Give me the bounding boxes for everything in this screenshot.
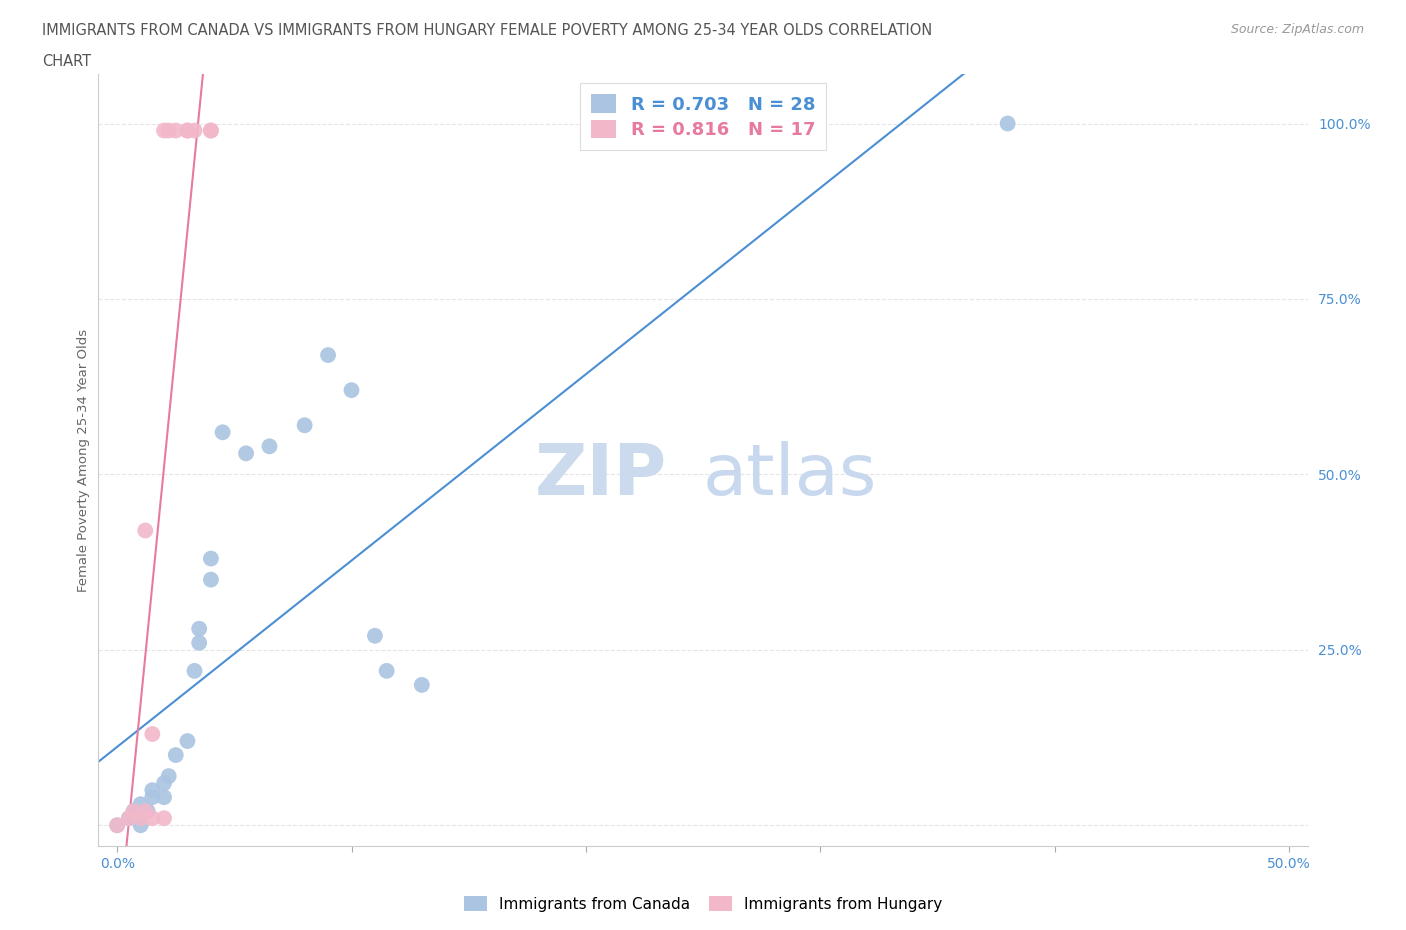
Point (136, 804, 159, 818)
Point (200, 123, 222, 138)
Point (141, 790, 163, 804)
Point (118, 811, 141, 826)
Point (105, 817, 128, 832)
Point (122, 804, 145, 818)
Text: ZIP: ZIP (534, 442, 666, 511)
Text: IMMIGRANTS FROM CANADA VS IMMIGRANTS FROM HUNGARY FEMALE POVERTY AMONG 25-34 YEA: IMMIGRANTS FROM CANADA VS IMMIGRANTS FRO… (42, 23, 932, 38)
Point (153, 776, 176, 790)
Point (211, 425, 233, 440)
Point (294, 418, 316, 432)
Point (141, 783, 163, 798)
Point (235, 445, 257, 460)
Point (200, 551, 222, 566)
Point (157, 769, 180, 784)
Point (183, 123, 205, 138)
Text: atlas: atlas (703, 442, 877, 511)
Point (118, 811, 141, 826)
Point (105, 817, 128, 832)
Text: CHART: CHART (42, 54, 91, 69)
Point (141, 811, 163, 826)
Point (411, 677, 433, 692)
Point (200, 123, 222, 138)
Point (176, 123, 198, 138)
Legend: R = 0.703   N = 28, R = 0.816   N = 17: R = 0.703 N = 28, R = 0.816 N = 17 (581, 84, 825, 150)
Point (129, 817, 152, 832)
Point (165, 123, 187, 138)
Point (153, 790, 176, 804)
Y-axis label: Female Poverty Among 25-34 Year Olds: Female Poverty Among 25-34 Year Olds (77, 329, 90, 591)
Point (188, 621, 211, 636)
Point (129, 797, 152, 812)
Point (122, 804, 145, 818)
Point (157, 123, 180, 138)
Point (259, 439, 281, 454)
Point (176, 734, 198, 749)
Point (134, 804, 156, 818)
Point (129, 811, 152, 826)
Text: Source: ZipAtlas.com: Source: ZipAtlas.com (1230, 23, 1364, 36)
Point (188, 635, 211, 650)
Point (153, 811, 176, 826)
Point (200, 572, 222, 587)
Point (997, 116, 1019, 131)
Point (340, 383, 363, 398)
Point (153, 123, 176, 138)
Point (165, 748, 187, 763)
Point (141, 726, 163, 741)
Point (134, 523, 156, 538)
Legend: Immigrants from Canada, Immigrants from Hungary: Immigrants from Canada, Immigrants from … (458, 890, 948, 918)
Point (183, 663, 205, 678)
Point (316, 348, 339, 363)
Point (176, 123, 198, 138)
Point (375, 663, 398, 678)
Point (364, 629, 387, 644)
